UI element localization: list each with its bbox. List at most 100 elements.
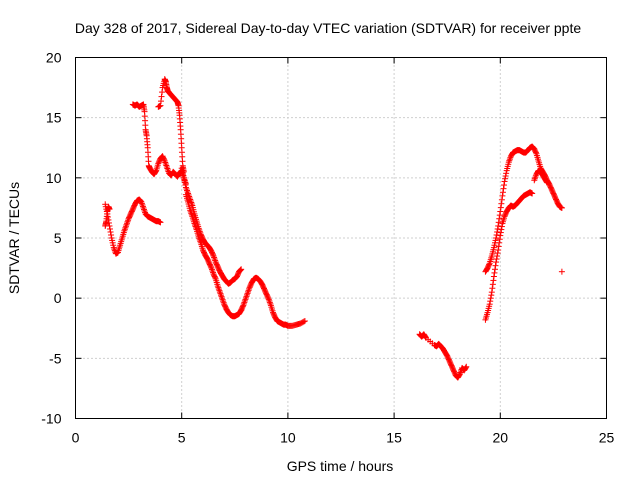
data-point: [490, 277, 497, 284]
data-point: [152, 168, 159, 175]
data-point: [506, 157, 513, 164]
data-point: [492, 262, 499, 269]
data-point: [496, 212, 503, 219]
data-point: [212, 274, 219, 281]
chart-title: Day 328 of 2017, Sidereal Day-to-day VTE…: [75, 20, 582, 36]
data-point: [267, 300, 274, 307]
data-point: [487, 295, 494, 302]
data-point: [495, 219, 502, 226]
data-point: [496, 236, 503, 243]
data-point: [488, 289, 495, 296]
data-point: [501, 182, 508, 189]
data-point: [494, 225, 501, 232]
data-point: [215, 284, 222, 291]
data-point: [157, 98, 164, 105]
data-point: [502, 173, 509, 180]
data-point: [122, 223, 129, 230]
data-point: [215, 286, 222, 293]
data-point: [164, 165, 171, 172]
data-point: [491, 269, 498, 276]
data-point: [183, 185, 190, 192]
data-point: [157, 219, 164, 226]
data-point: [244, 291, 251, 298]
data-point: [157, 102, 164, 109]
data-point: [493, 256, 500, 263]
data-point: [184, 188, 191, 195]
data-point: [487, 298, 494, 305]
data-point: [106, 206, 113, 213]
data-point: [494, 253, 501, 260]
data-point: [125, 217, 132, 224]
data-point: [161, 156, 168, 163]
x-axis-label: GPS time / hours: [287, 458, 394, 474]
data-point: [244, 290, 251, 297]
data-point: [498, 223, 505, 230]
data-point: [493, 231, 500, 238]
x-tick-label: 25: [599, 430, 615, 446]
data-point: [245, 288, 252, 295]
data-point: [162, 160, 169, 167]
data-point: [210, 251, 217, 258]
y-tick-label: 0: [54, 290, 62, 306]
data-point: [209, 268, 216, 275]
data-point: [558, 204, 565, 211]
data-point: [211, 254, 218, 261]
data-point: [162, 159, 169, 166]
data-point: [238, 266, 245, 273]
data-point: [240, 300, 247, 307]
data-point: [463, 363, 470, 370]
data-point: [498, 226, 505, 233]
data-point: [108, 231, 115, 238]
data-point: [499, 192, 506, 199]
data-point: [242, 294, 249, 301]
plot-frame: [75, 57, 607, 419]
data-point: [123, 221, 130, 228]
data-point: [544, 179, 551, 186]
y-tick-label: -5: [49, 350, 62, 366]
x-tick-label: 0: [72, 430, 80, 446]
grid: [75, 57, 607, 419]
data-point: [140, 204, 147, 211]
data-point: [212, 257, 219, 264]
data-point: [217, 292, 224, 299]
data-point: [163, 162, 170, 169]
data-point: [500, 185, 507, 192]
data-points: [102, 76, 565, 381]
data-point: [266, 297, 273, 304]
data-point: [486, 301, 493, 308]
data-point: [207, 263, 214, 270]
data-point: [497, 204, 504, 211]
data-point: [497, 208, 504, 215]
data-point: [300, 318, 307, 325]
data-point: [265, 295, 272, 302]
data-point: [497, 232, 504, 239]
data-point: [216, 287, 223, 294]
data-point: [486, 261, 493, 268]
data-point: [210, 269, 217, 276]
data-point: [121, 226, 128, 233]
data-point: [246, 285, 253, 292]
data-point: [488, 292, 495, 299]
data-point: [184, 187, 191, 194]
data-point: [494, 250, 501, 257]
data-point: [498, 200, 505, 207]
y-tick-label: 15: [46, 110, 62, 126]
data-point: [301, 318, 308, 325]
data-point: [241, 297, 248, 304]
data-point: [218, 293, 225, 300]
x-tick-label: 5: [178, 430, 186, 446]
x-tick-label: 20: [493, 430, 509, 446]
data-point: [159, 89, 166, 96]
data-point: [124, 218, 131, 225]
data-point: [462, 364, 469, 371]
data-point: [490, 273, 497, 280]
data-point: [543, 178, 550, 185]
data-point: [529, 190, 536, 197]
data-point: [239, 303, 246, 310]
data-point: [220, 299, 227, 306]
data-point: [139, 203, 146, 210]
data-point: [124, 220, 131, 227]
data-point: [501, 178, 508, 185]
data-point: [211, 256, 218, 263]
